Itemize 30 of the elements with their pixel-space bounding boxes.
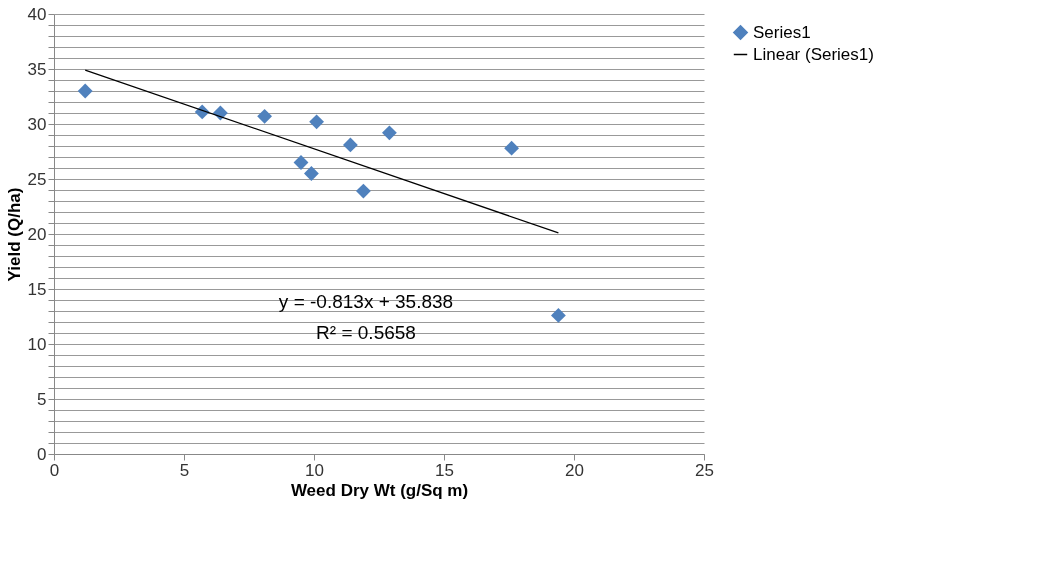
y-tick-label: 30 (27, 114, 47, 134)
y-tick-label: 15 (27, 279, 47, 299)
y-tick-label: 5 (37, 389, 47, 409)
annotation: y = -0.813x + 35.838 (278, 291, 454, 312)
x-tick-label: 20 (565, 460, 584, 480)
y-tick-label: 25 (27, 169, 47, 189)
point (355, 183, 371, 199)
y-axis-title: Yield (Q/ha) (4, 187, 24, 282)
y-tick-label: 20 (27, 224, 47, 244)
x-tick-label: 25 (695, 460, 714, 480)
legend-label: Linear (Series1) (753, 44, 874, 64)
point (504, 140, 520, 156)
point (212, 105, 228, 121)
y-tick-label: 0 (37, 444, 47, 464)
point (381, 125, 397, 141)
legend-label: Series1 (753, 22, 811, 42)
annotation: R² = 0.5658 (316, 322, 416, 343)
point (303, 166, 319, 181)
x-axis-title: Weed Dry Wt (g/Sq m) (290, 480, 469, 500)
point (257, 108, 273, 124)
y-tick-label: 35 (27, 59, 47, 79)
y-tick-label: 40 (27, 4, 47, 24)
x-tick-label: 10 (305, 460, 324, 480)
y-tick-label: 10 (27, 334, 47, 354)
point (550, 307, 566, 323)
point (309, 114, 325, 130)
point (77, 83, 93, 99)
point (342, 137, 358, 153)
x-tick-label: 15 (435, 460, 454, 480)
x-tick-label: 5 (179, 460, 190, 480)
